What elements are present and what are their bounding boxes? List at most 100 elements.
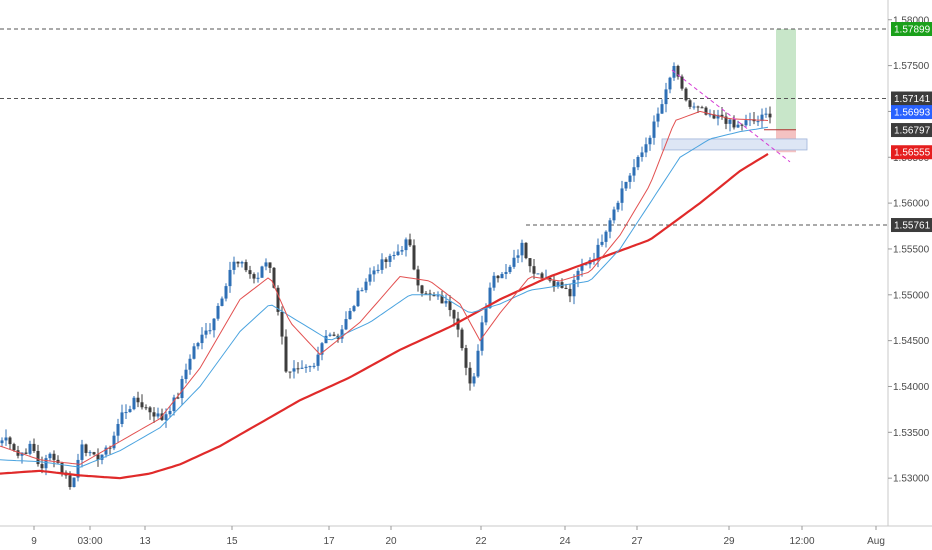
candle-body <box>80 444 84 460</box>
ema-mid-line <box>0 126 769 468</box>
candle-body <box>60 463 64 473</box>
candle-body <box>28 443 32 454</box>
candle-body <box>712 114 716 119</box>
candle-body <box>596 244 600 260</box>
candle-body <box>720 114 724 117</box>
candle-body <box>24 452 28 454</box>
candle-body <box>280 311 284 337</box>
candle-body <box>168 410 172 415</box>
candle-body <box>652 121 656 138</box>
candle-body <box>36 450 40 465</box>
candle-body <box>220 298 224 306</box>
candle-body <box>204 330 208 335</box>
candle-body <box>324 335 328 344</box>
time-tick-label: 20 <box>385 536 397 547</box>
candle-body <box>664 89 668 105</box>
candle-body <box>196 343 200 347</box>
candle-body <box>144 407 148 409</box>
candle-body <box>516 255 520 258</box>
candle-body <box>728 119 732 124</box>
candle-body <box>412 245 416 270</box>
candle-body <box>124 412 128 414</box>
candle-body <box>224 286 228 299</box>
candle-body <box>188 358 192 370</box>
candle-body <box>500 273 504 279</box>
candle-body <box>296 368 300 370</box>
candle-body <box>504 272 508 274</box>
candle-body <box>468 367 472 384</box>
candle-body <box>140 402 144 408</box>
candle-body <box>364 281 368 291</box>
time-tick-label: 13 <box>139 536 151 547</box>
candle-body <box>608 220 612 232</box>
candle-body <box>768 113 772 118</box>
time-tick-label: 24 <box>559 536 571 547</box>
candle-body <box>524 242 528 259</box>
ema-fast-line <box>0 110 769 465</box>
candle-body <box>228 269 232 287</box>
candle-body <box>440 295 444 304</box>
candle-body <box>700 107 704 109</box>
candle-body <box>172 397 176 411</box>
candle-body <box>348 310 352 320</box>
price-badges-layer: 1.57899 1.57141 1.56993 1.56797 1.56555 1.557… <box>891 22 932 233</box>
candle-body <box>316 354 320 366</box>
candle-body <box>92 452 96 455</box>
candle-body <box>708 114 712 116</box>
candle-body <box>568 288 572 297</box>
candle-body <box>108 447 112 449</box>
time-tick-label: 22 <box>475 536 487 547</box>
candle-body <box>200 334 204 344</box>
candle-body <box>512 257 516 267</box>
candle-body <box>620 188 624 203</box>
candle-body <box>88 452 92 454</box>
levels-layer <box>0 28 888 226</box>
candle-body <box>476 350 480 377</box>
time-tick-label: 03:00 <box>77 536 102 547</box>
candle-body <box>644 144 648 153</box>
candle-body <box>744 120 748 126</box>
candle-body <box>684 88 688 101</box>
price-tick-label: 1.53000 <box>893 474 930 485</box>
candle-body <box>176 397 180 399</box>
candle-body <box>100 454 104 460</box>
candle-body <box>624 181 628 189</box>
candle-body <box>268 262 272 268</box>
candle-body <box>436 295 440 297</box>
candle-body <box>72 477 76 488</box>
price-badge-stop <box>891 145 932 160</box>
zones-layer <box>661 29 808 153</box>
candle-body <box>388 255 392 262</box>
candle-body <box>216 305 220 319</box>
candle-body <box>264 262 268 267</box>
candle-body <box>148 407 152 413</box>
price-badge-label: 1.56797 <box>894 126 931 137</box>
candle-body <box>472 376 476 384</box>
candle-body <box>76 459 80 478</box>
candle-body <box>360 290 364 292</box>
candle-body <box>240 262 244 264</box>
candle-body <box>376 269 380 271</box>
time-tick-label: 9 <box>31 536 37 547</box>
price-tick-label: 1.53500 <box>893 428 930 439</box>
candle-body <box>724 116 728 124</box>
candle-body <box>232 261 236 270</box>
candle-body <box>400 250 404 252</box>
candle-body <box>384 259 388 262</box>
candle-body <box>404 239 408 251</box>
candle-body <box>600 241 604 245</box>
candle-body <box>392 255 396 257</box>
candle-body <box>760 114 764 122</box>
candle-body <box>244 262 248 271</box>
candle-body <box>540 273 544 279</box>
candle-body <box>480 322 484 351</box>
candle-body <box>648 137 652 145</box>
candle-body <box>252 274 256 279</box>
candle-body <box>628 175 632 182</box>
candle-body <box>368 274 372 282</box>
candle-body <box>248 270 252 275</box>
candle-body <box>432 294 436 297</box>
candle-body <box>208 330 212 332</box>
